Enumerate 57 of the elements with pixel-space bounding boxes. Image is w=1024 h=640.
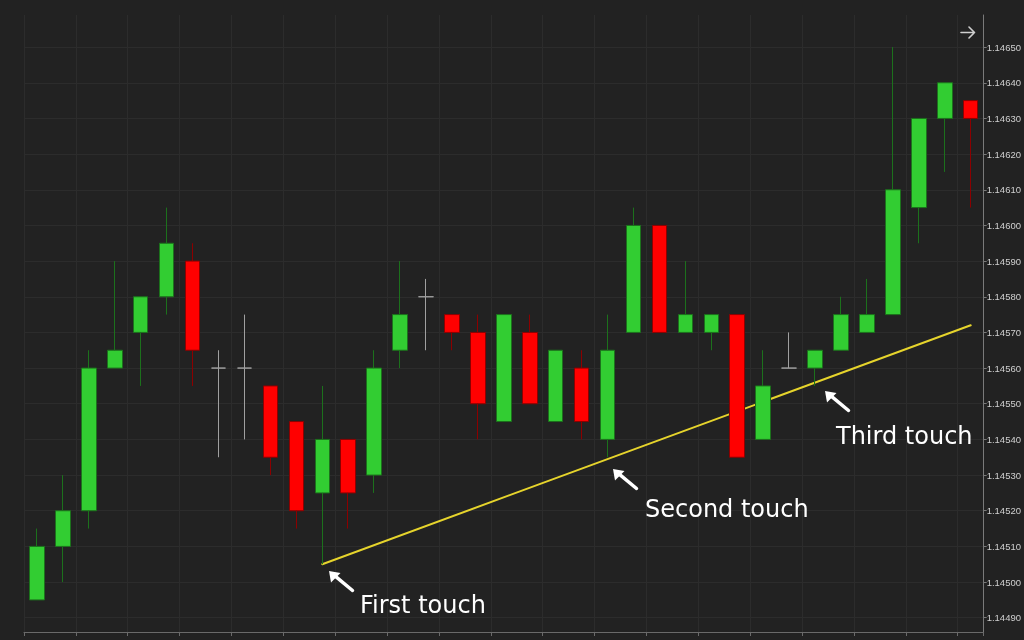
candlestick [81, 349, 97, 530]
candlestick [574, 349, 589, 440]
candlestick [833, 296, 849, 351]
candlestick [133, 296, 148, 387]
candlestick [678, 260, 693, 333]
candlestick [548, 349, 563, 423]
candlestick [29, 528, 45, 601]
candlestick [185, 242, 200, 387]
candlestick [211, 349, 226, 458]
candlestick [859, 278, 875, 333]
y-tick-label: 1.14550 [986, 398, 1021, 410]
candlestick [340, 438, 356, 530]
candlestick [911, 117, 927, 244]
candlestick [237, 314, 252, 440]
y-tick-label: 1.14590 [986, 255, 1021, 267]
candlestick [470, 314, 486, 440]
y-tick-label: 1.14510 [986, 540, 1021, 552]
candlestick [807, 349, 823, 387]
candlestick [963, 100, 978, 209]
candlestick [392, 260, 408, 369]
candlestick [496, 314, 512, 423]
candlestick [522, 314, 538, 405]
candlestick [626, 207, 641, 333]
candlestick [107, 260, 123, 369]
candlestick [937, 82, 953, 173]
candlestick [704, 314, 719, 351]
y-tick-label: 1.14640 [986, 77, 1021, 89]
candlestick [652, 224, 667, 333]
annotation: Second touch [645, 495, 809, 523]
y-tick-label: 1.14500 [986, 576, 1021, 588]
candlestick [263, 385, 278, 476]
candlestick [159, 207, 174, 316]
candlestick [418, 278, 434, 351]
candlestick [55, 474, 71, 583]
y-tick-label: 1.14570 [986, 326, 1021, 338]
candlestick [755, 349, 771, 440]
candlestick [289, 421, 304, 530]
candlestick [781, 331, 797, 369]
candlestick [600, 314, 615, 458]
y-tick-label: 1.14600 [986, 219, 1021, 231]
candlestick [444, 314, 460, 351]
candlestick [885, 46, 901, 316]
annotation: First touch [360, 591, 486, 619]
y-tick-label: 1.14490 [986, 612, 1021, 624]
candlestick [366, 349, 382, 494]
y-tick-label: 1.14620 [986, 148, 1021, 160]
y-tick-label: 1.14530 [986, 469, 1021, 481]
y-tick-label: 1.14650 [986, 41, 1021, 53]
y-tick-label: 1.14580 [986, 291, 1021, 303]
candlestick [729, 314, 745, 458]
y-tick-label: 1.14540 [986, 433, 1021, 445]
candlestick [315, 385, 330, 565]
y-tick-label: 1.14560 [986, 362, 1021, 374]
y-tick-label: 1.14520 [986, 505, 1021, 517]
y-tick-label: 1.14610 [986, 184, 1021, 196]
y-tick-label: 1.14630 [986, 112, 1021, 124]
annotation: Third touch [836, 422, 973, 450]
